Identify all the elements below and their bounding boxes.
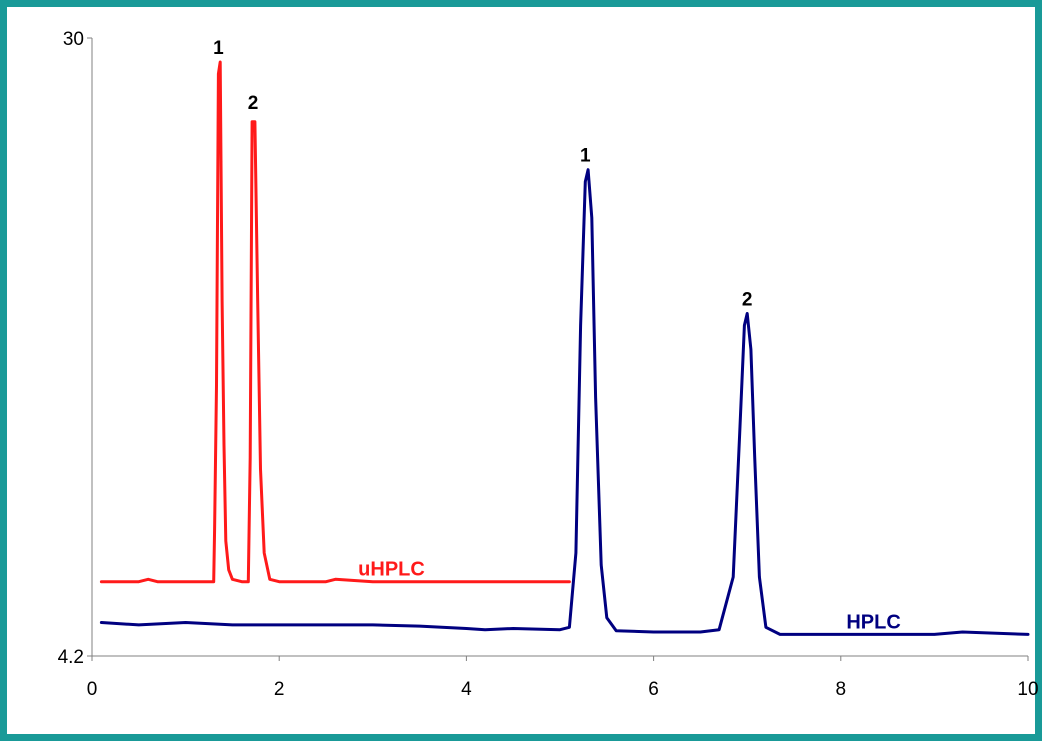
chart-series: [99, 60, 1030, 636]
series-line-uhplc: [99, 60, 571, 584]
x-tick-label: 2: [274, 679, 285, 700]
peak-label: 1: [580, 146, 591, 167]
x-tick-label: 6: [648, 679, 659, 700]
chart-annotations: 1 2 uHPLC 1 2 HPLC: [213, 38, 901, 633]
series-line-hplc: [99, 168, 1030, 636]
chart-axes: 0 2 4 6 8 10 4.2 30: [58, 29, 1039, 700]
y-tick-label: 4.2: [58, 647, 84, 668]
peak-label: 2: [248, 93, 259, 114]
x-tick-label: 8: [836, 679, 847, 700]
peak-label: 1: [213, 38, 224, 59]
x-tick-label: 4: [461, 679, 472, 700]
y-tick-label: 30: [63, 29, 84, 50]
x-tick-label: 0: [87, 679, 98, 700]
peak-label: 2: [742, 289, 753, 310]
series-label-uhplc: uHPLC: [358, 559, 425, 581]
series-label-hplc: HPLC: [846, 611, 900, 633]
x-tick-label: 10: [1017, 679, 1038, 700]
